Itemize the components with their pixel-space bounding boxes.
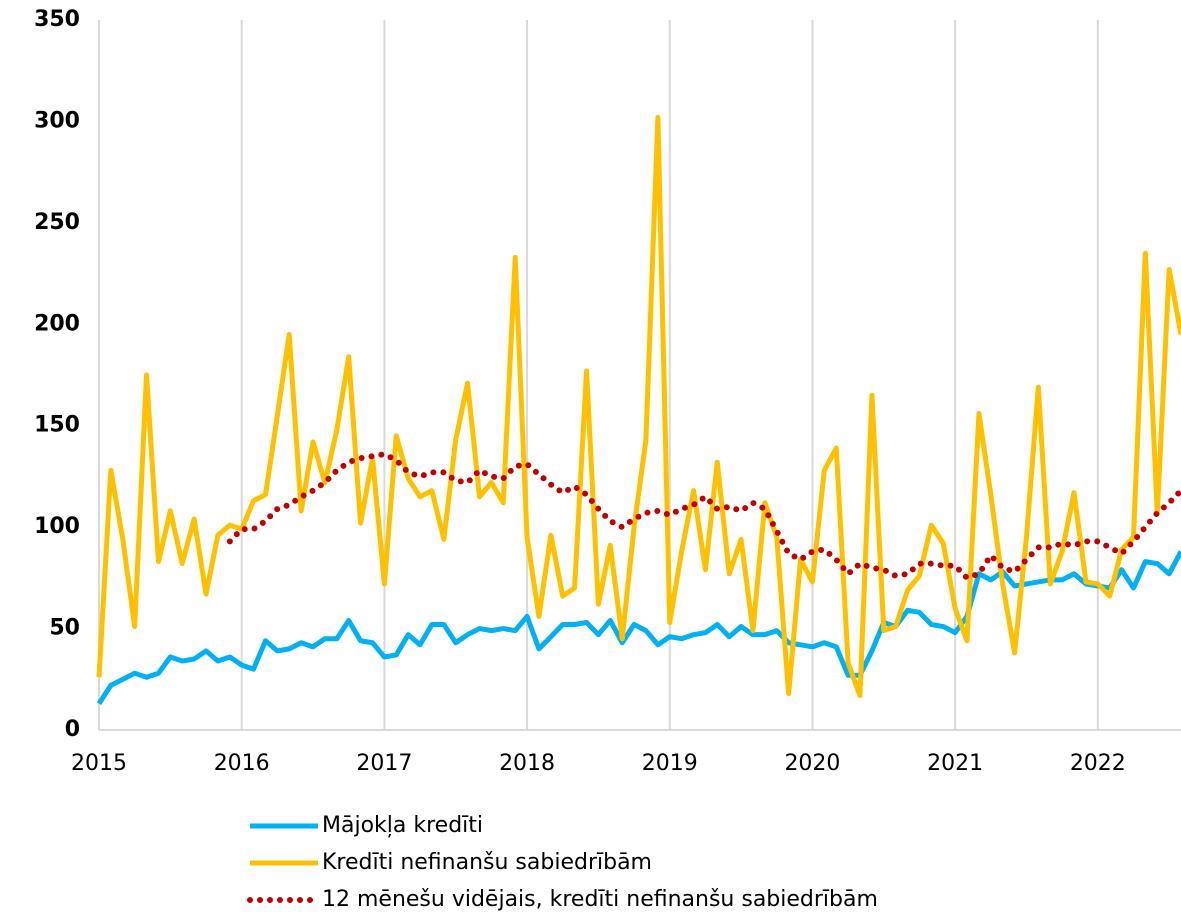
y-tick-label: 0 [65,717,80,742]
line-series [96,114,1181,699]
x-tick-label: 2018 [499,751,555,776]
x-tick-label: 2021 [927,751,983,776]
x-tick-label: 2022 [1070,751,1126,776]
line-series [226,450,1181,582]
x-tick-label: 2017 [356,751,412,776]
y-tick-label: 100 [34,514,80,539]
y-tick-label: 200 [34,311,80,336]
x-tick-label: 2015 [71,751,127,776]
x-tick-label: 2016 [214,751,270,776]
y-tick-label: 50 [49,616,80,641]
y-tick-label: 300 [34,108,80,133]
y-tick-label: 150 [34,413,80,438]
x-tick-label: 2020 [784,751,840,776]
y-tick-label: 250 [34,210,80,235]
y-tick-label: 350 [34,7,80,32]
legend-label: Mājokļa kredīti [322,813,483,838]
legend-label: Kredīti nefinanšu sabiedrībām [322,850,652,875]
x-tick-label: 2019 [642,751,698,776]
legend-label: 12 mēnešu vidējais, kredīti nefinanšu sa… [322,887,878,912]
